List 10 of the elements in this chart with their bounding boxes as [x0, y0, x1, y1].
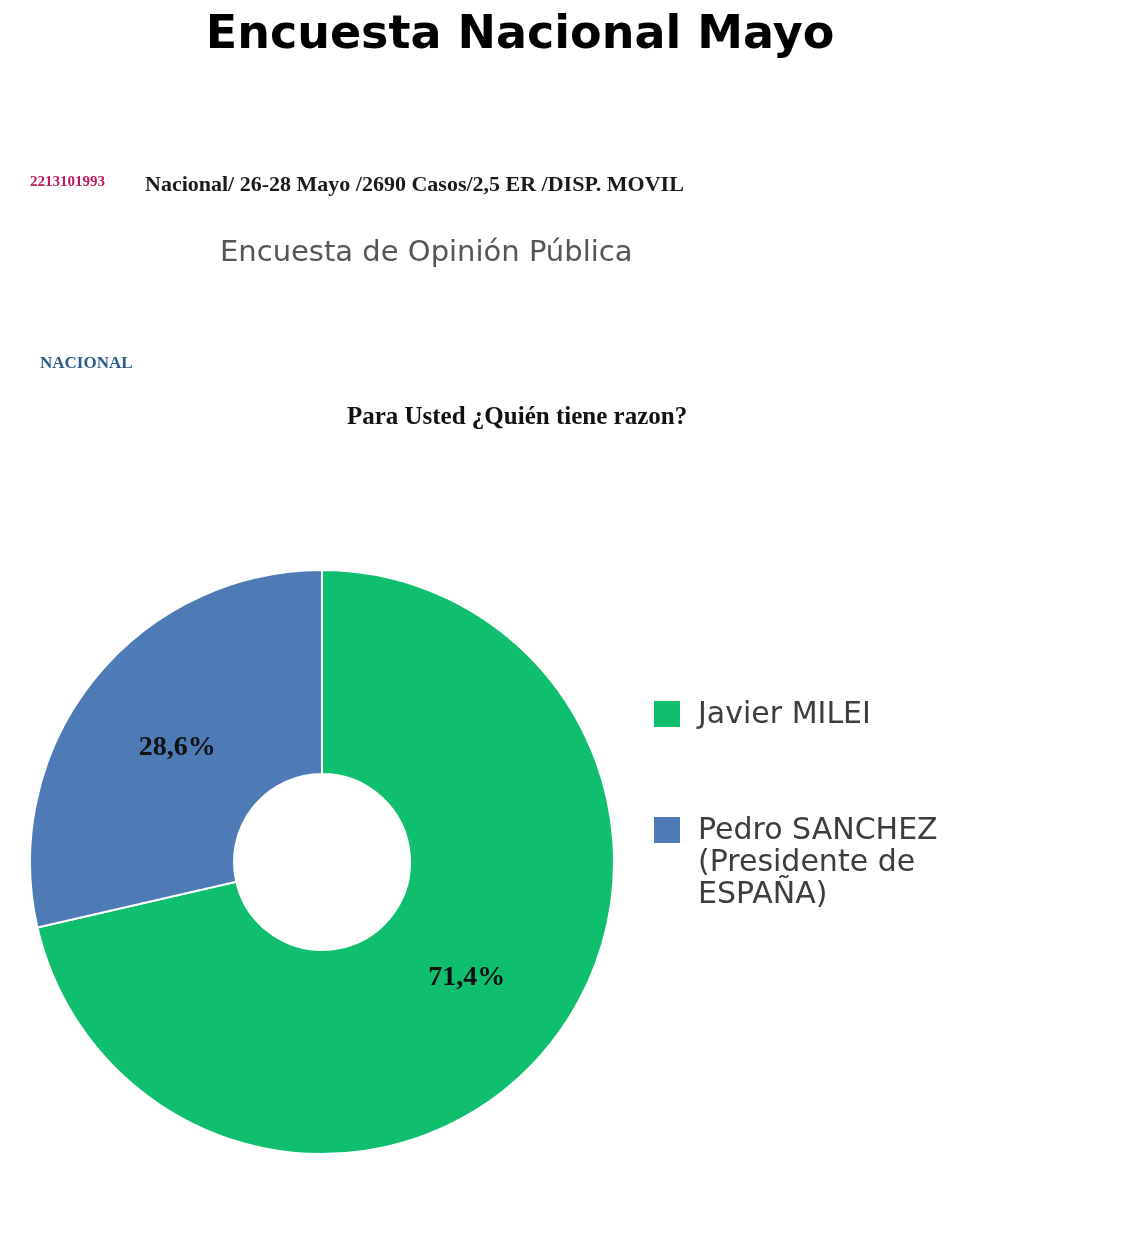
text: 2213101993	[30, 173, 105, 189]
legend-label: Javier MILEI	[696, 695, 871, 730]
data-label: 71,4%	[428, 960, 506, 992]
text: Nacional/ 26-28 Mayo /2690 Casos/2,5 ER /DISP. MOVIL	[145, 171, 684, 196]
chart-title: Para Usted ¿Quién tiene razon?	[346, 402, 688, 429]
data-label: 28,6%	[138, 729, 216, 761]
legend-label: Pedro SANCHEZ (Presidente de ESPAÑA)	[698, 811, 938, 910]
text: NACIONAL	[40, 353, 133, 372]
text: Encuesta Nacional Mayo	[205, 5, 835, 59]
chart-subtitle: Encuesta de Opinión Pública	[220, 234, 633, 268]
